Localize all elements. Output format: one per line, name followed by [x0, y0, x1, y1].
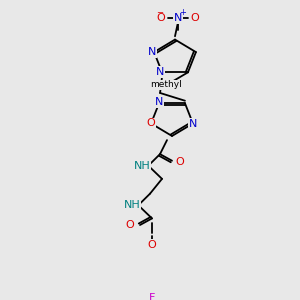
Text: O: O [147, 118, 155, 128]
Text: methyl: methyl [150, 80, 182, 89]
Text: NH: NH [134, 161, 150, 171]
Text: N: N [155, 98, 163, 107]
Text: N: N [174, 13, 182, 23]
Text: NH: NH [124, 200, 140, 210]
Text: O: O [190, 13, 200, 23]
Text: F: F [149, 293, 155, 300]
Text: N: N [189, 119, 197, 129]
Text: O: O [157, 13, 165, 23]
Text: O: O [148, 240, 156, 250]
Text: N: N [148, 47, 156, 57]
Text: +: + [180, 8, 186, 17]
Text: −: − [157, 8, 164, 17]
Text: O: O [126, 220, 134, 230]
Text: N: N [156, 68, 164, 77]
Text: O: O [176, 158, 184, 167]
